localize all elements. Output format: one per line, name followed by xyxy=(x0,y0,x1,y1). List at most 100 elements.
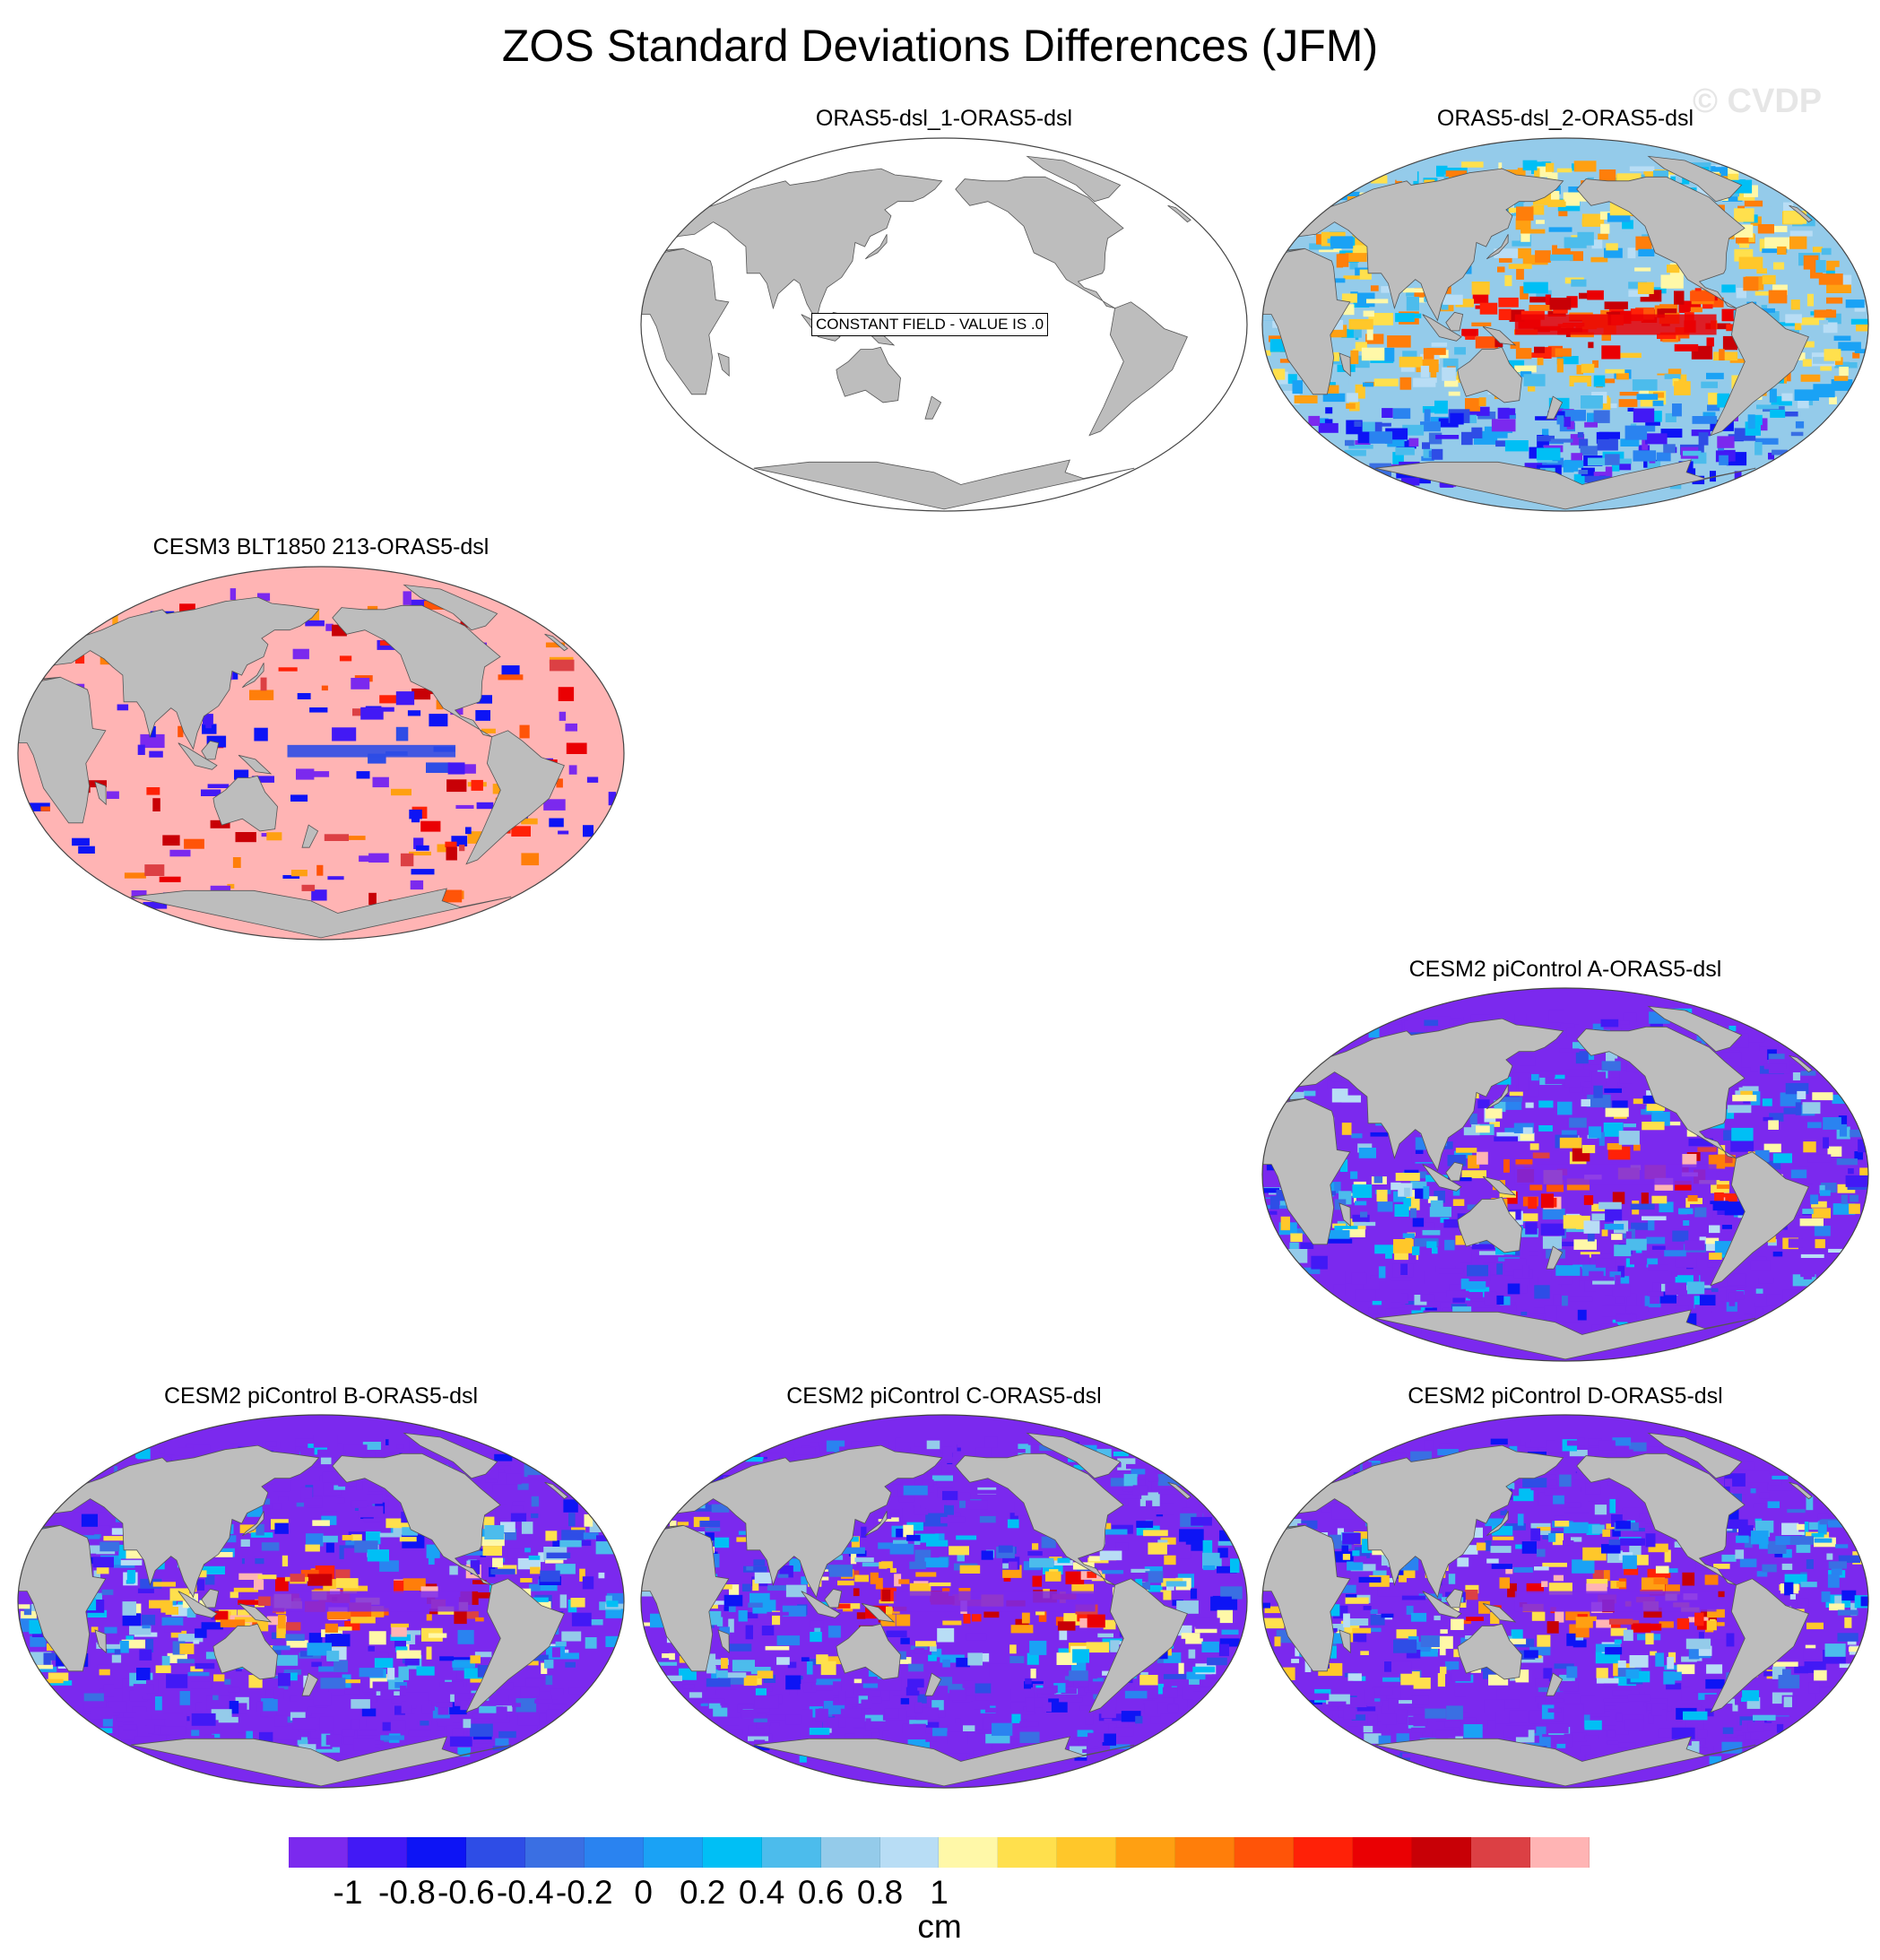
map-border xyxy=(17,1414,625,1789)
field-cell xyxy=(496,1706,507,1720)
field-cell xyxy=(475,710,490,721)
field-cell xyxy=(1614,1676,1636,1687)
field-cell xyxy=(1725,1479,1733,1487)
field-cell xyxy=(1756,268,1767,274)
field-cell xyxy=(1747,1722,1764,1732)
field-cell xyxy=(1582,1547,1607,1561)
field-cell xyxy=(191,1681,212,1689)
field-cell xyxy=(971,1614,982,1622)
field-cell xyxy=(1660,274,1684,289)
field-cell xyxy=(1784,1574,1807,1584)
field-cell xyxy=(1539,1071,1555,1078)
field-cell xyxy=(132,1706,147,1712)
field-cell xyxy=(1490,1546,1512,1553)
field-cell xyxy=(1705,1678,1725,1689)
field-cell xyxy=(1682,1572,1695,1586)
field-cell xyxy=(1514,365,1537,373)
field-cell xyxy=(1536,290,1552,298)
field-cell xyxy=(1607,1740,1619,1745)
field-cell xyxy=(1772,1251,1783,1257)
field-cell xyxy=(1469,1113,1477,1124)
field-cell xyxy=(1808,1078,1830,1092)
field-cell xyxy=(481,728,496,733)
field-cell xyxy=(450,1713,475,1722)
field-cell xyxy=(1355,1201,1367,1206)
field-cell xyxy=(1123,1573,1148,1583)
field-cell xyxy=(1701,381,1718,388)
field-cell xyxy=(662,1653,671,1659)
field-cell xyxy=(1814,1669,1827,1681)
field-cell xyxy=(1104,1718,1113,1724)
field-cell xyxy=(1544,1305,1557,1321)
field-cell xyxy=(107,791,119,799)
field-cell xyxy=(266,832,282,841)
field-cell xyxy=(1588,342,1594,349)
field-cell xyxy=(1497,407,1510,420)
field-cell xyxy=(711,1504,730,1513)
field-cell xyxy=(940,1516,966,1523)
field-cell xyxy=(1467,406,1490,416)
field-cell xyxy=(1804,1661,1826,1673)
field-cell xyxy=(1584,1720,1602,1730)
field-cell xyxy=(36,1666,57,1672)
field-cell xyxy=(379,695,398,704)
field-cell xyxy=(1746,1470,1769,1483)
field-cell xyxy=(1612,1690,1632,1696)
field-cell xyxy=(1605,1107,1629,1117)
land-nz xyxy=(924,1672,942,1696)
field-cell xyxy=(1576,365,1583,375)
field-cell xyxy=(476,802,494,810)
field-cell xyxy=(1357,431,1373,444)
field-cell xyxy=(1754,442,1763,455)
field-cell xyxy=(1727,1105,1752,1114)
field-cell xyxy=(770,1722,780,1727)
field-cell xyxy=(1764,237,1789,250)
field-cell xyxy=(1544,1474,1556,1480)
field-cell xyxy=(1435,435,1460,439)
field-cell xyxy=(1554,1663,1574,1669)
field-cell xyxy=(152,1730,169,1735)
field-cell xyxy=(372,776,389,788)
field-cell xyxy=(1032,1543,1039,1550)
field-cell xyxy=(507,1548,529,1559)
field-cell xyxy=(1821,1591,1831,1602)
field-cell xyxy=(527,1475,550,1479)
field-cell xyxy=(1217,1548,1228,1558)
panel-title-cesm2-picontrol-c: CESM2 piControl C-ORAS5-dsl xyxy=(786,1383,1102,1409)
field-cell xyxy=(1619,392,1639,396)
field-cell xyxy=(321,1733,331,1747)
map-border xyxy=(640,1414,1248,1789)
field-cell xyxy=(708,1702,721,1709)
field-cell xyxy=(1849,1646,1867,1652)
field-cell xyxy=(1620,1538,1645,1546)
field-cell xyxy=(915,1572,937,1577)
field-cell xyxy=(745,1457,764,1462)
field-cell xyxy=(1740,1029,1754,1037)
field-cell xyxy=(1615,1275,1621,1285)
field-cell xyxy=(368,1631,386,1645)
field-cell xyxy=(984,1707,996,1713)
field-cell xyxy=(75,655,85,664)
colorbar-swatch xyxy=(1412,1837,1472,1868)
field-cell xyxy=(1116,1697,1130,1711)
field-cell xyxy=(1522,160,1538,171)
land-greenland xyxy=(1647,1005,1743,1053)
field-cell xyxy=(472,1713,492,1719)
field-cell xyxy=(1542,1562,1567,1567)
field-cell xyxy=(1648,1543,1668,1553)
field-cell xyxy=(1280,1216,1290,1231)
field-cell xyxy=(260,677,267,691)
field-cell xyxy=(83,1693,104,1702)
field-cell xyxy=(381,1453,387,1461)
field-cell xyxy=(1061,1688,1078,1695)
field-cell xyxy=(235,832,256,843)
field-cell xyxy=(1542,429,1549,440)
field-cell xyxy=(1429,1206,1451,1218)
field-cell xyxy=(1342,1554,1351,1560)
field-cell xyxy=(669,1652,675,1661)
field-cell xyxy=(1262,1602,1270,1609)
field-cell xyxy=(711,1669,718,1683)
field-cell xyxy=(882,1730,889,1746)
field-cell xyxy=(91,1707,113,1720)
field-cell xyxy=(1484,1291,1497,1306)
